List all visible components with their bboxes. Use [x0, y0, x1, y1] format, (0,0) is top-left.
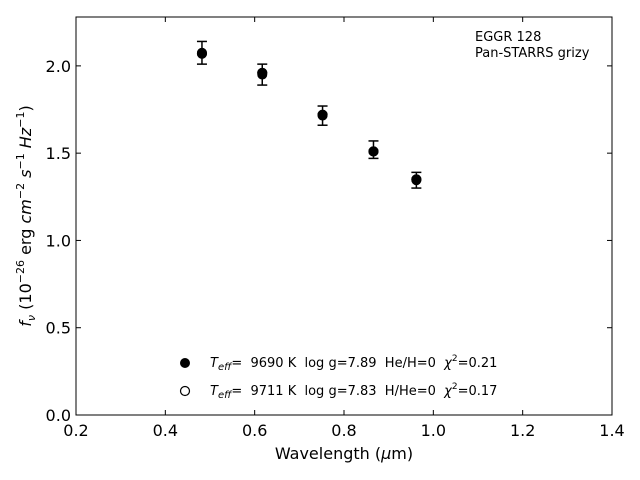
observed-point: [368, 146, 379, 157]
observed-point: [411, 175, 422, 186]
observed-point: [317, 110, 328, 121]
model-point-layer: [196, 48, 422, 185]
y-tick-label: 0.5: [46, 319, 71, 338]
y-tick-label: 2.0: [46, 57, 71, 76]
observed-point: [196, 47, 207, 58]
x-tick-label: 0.8: [331, 421, 356, 440]
x-tick-label: 1.4: [599, 421, 624, 440]
observed-point: [257, 69, 268, 80]
errorbar-layer: [196, 40, 422, 189]
y-tick-label: 1.5: [46, 144, 71, 163]
legend-marker-filled: [180, 358, 190, 368]
x-tick-label: 0.4: [153, 421, 178, 440]
x-tick-label: 1.2: [510, 421, 535, 440]
x-axis-title: Wavelength (μm): [275, 444, 413, 463]
legend-marker-open: [179, 385, 191, 397]
x-tick-labels: 0.2 0.4 0.6 0.8 1.0 1.2 1.4: [63, 421, 624, 440]
annotation-title: EGGR 128: [475, 30, 541, 45]
y-tick-labels: 0.0 0.5 1.0 1.5 2.0: [46, 57, 71, 425]
x-tick-label: 1.0: [421, 421, 446, 440]
annotation-survey: Pan-STARRS grizy: [475, 46, 590, 61]
x-tick-label: 0.6: [242, 421, 267, 440]
x-tick-label: 0.2: [63, 421, 88, 440]
y-tick-label: 0.0: [46, 406, 71, 425]
observed-point-layer: [196, 47, 422, 186]
y-axis-title: fν (10−26 erg cm−2 s−1 Hz−1): [14, 105, 38, 326]
svg-text:fν (10−26 erg cm−2 s−1 Hz−1): fν (10−26 erg cm−2 s−1 Hz−1): [14, 105, 38, 326]
legend-entry-1: Teff= 9690 K log g=7.89 He/H=0 χ2=0.21: [210, 354, 497, 373]
legend: Teff= 9690 K log g=7.89 He/H=0 χ2=0.21 T…: [179, 354, 497, 401]
plot-frame: [75, 16, 613, 416]
legend-entry-2: Teff= 9711 K log g=7.83 H/He=0 χ2=0.17: [210, 382, 497, 401]
y-tick-label: 1.0: [46, 231, 71, 250]
